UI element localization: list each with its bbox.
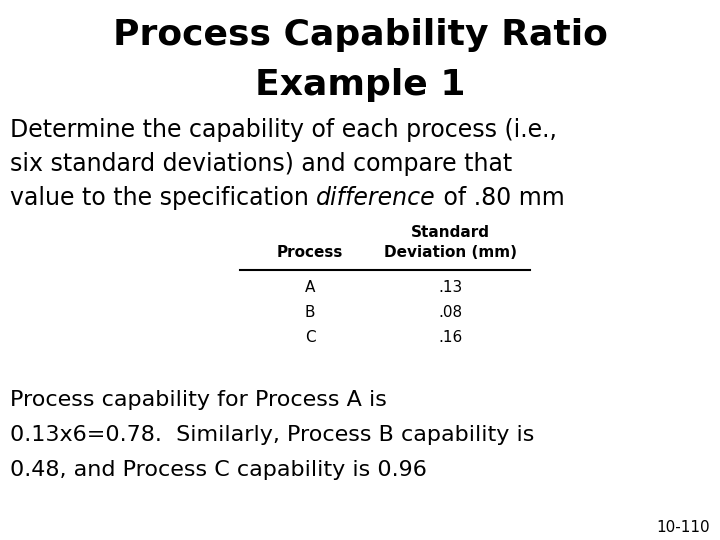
Text: .13: .13	[438, 280, 462, 295]
Text: 10-110: 10-110	[657, 520, 710, 535]
Text: C: C	[305, 330, 315, 345]
Text: Process Capability Ratio: Process Capability Ratio	[112, 18, 608, 52]
Text: Example 1: Example 1	[255, 68, 465, 102]
Text: Process: Process	[276, 245, 343, 260]
Text: .08: .08	[438, 305, 462, 320]
Text: B: B	[305, 305, 315, 320]
Text: 0.13x6=0.78.  Similarly, Process B capability is: 0.13x6=0.78. Similarly, Process B capabi…	[10, 425, 534, 445]
Text: A: A	[305, 280, 315, 295]
Text: Determine the capability of each process (i.e.,: Determine the capability of each process…	[10, 118, 557, 142]
Text: .16: .16	[438, 330, 462, 345]
Text: difference: difference	[316, 186, 436, 210]
Text: value to the specification: value to the specification	[10, 186, 316, 210]
Text: Process capability for Process A is: Process capability for Process A is	[10, 390, 387, 410]
Text: of .80 mm: of .80 mm	[436, 186, 564, 210]
Text: Deviation (mm): Deviation (mm)	[384, 245, 516, 260]
Text: Standard: Standard	[410, 225, 490, 240]
Text: 0.48, and Process C capability is 0.96: 0.48, and Process C capability is 0.96	[10, 460, 427, 480]
Text: six standard deviations) and compare that: six standard deviations) and compare tha…	[10, 152, 512, 176]
